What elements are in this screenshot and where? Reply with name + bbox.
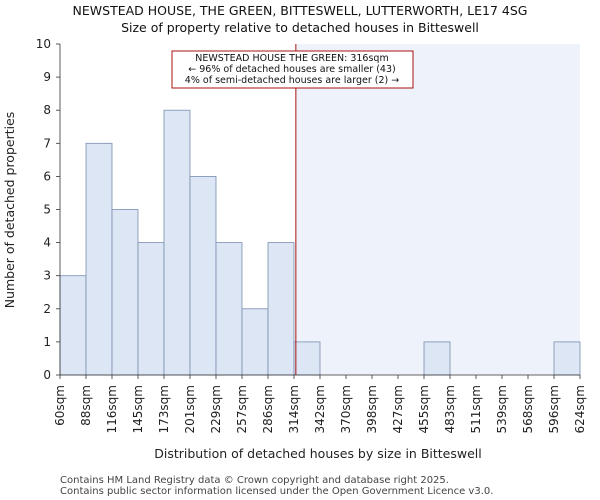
x-axis-label: Distribution of detached houses by size … bbox=[154, 446, 481, 461]
x-tick-label: 624sqm bbox=[573, 385, 587, 433]
x-tick-label: 88sqm bbox=[79, 385, 93, 426]
x-tick-label: 511sqm bbox=[469, 385, 483, 433]
footer-line-1: Contains HM Land Registry data © Crown c… bbox=[60, 475, 449, 486]
x-ticks: 60sqm 88sqm 116sqm 145sqm 173sqm 201sqm 229sqm… bbox=[53, 375, 587, 433]
bar bbox=[163, 109, 191, 376]
x-tick-label: 173sqm bbox=[157, 385, 171, 433]
y-axis-label: Number of detached properties bbox=[2, 112, 17, 309]
y-tick-label: 7 bbox=[43, 136, 51, 150]
shaded-region bbox=[295, 44, 580, 375]
x-tick-label: 286sqm bbox=[261, 385, 275, 433]
bar bbox=[241, 308, 269, 376]
x-tick-label: 145sqm bbox=[131, 385, 145, 433]
footer-line-2: Contains public sector information licen… bbox=[60, 486, 493, 497]
y-tick-label: 10 bbox=[36, 37, 51, 51]
x-tick-label: 539sqm bbox=[495, 385, 509, 433]
x-tick-label: 427sqm bbox=[391, 385, 405, 433]
bar bbox=[293, 341, 321, 376]
bar bbox=[553, 341, 581, 376]
y-tick-label: 6 bbox=[43, 169, 51, 183]
bar bbox=[423, 341, 451, 376]
y-tick-label: 9 bbox=[43, 70, 51, 84]
annotation-box: NEWSTEAD HOUSE THE GREEN: 316sqm ← 96% o… bbox=[171, 50, 414, 89]
annotation-line-1: NEWSTEAD HOUSE THE GREEN: 316sqm bbox=[195, 53, 388, 64]
bar bbox=[267, 242, 295, 376]
chart-subtitle: Size of property relative to detached ho… bbox=[121, 20, 479, 35]
bars-group bbox=[59, 109, 581, 376]
y-tick-label: 0 bbox=[43, 368, 51, 382]
x-tick-label: 229sqm bbox=[209, 385, 223, 433]
y-tick-label: 4 bbox=[43, 236, 51, 250]
annotation-frame bbox=[171, 50, 414, 89]
x-tick-label: 201sqm bbox=[183, 385, 197, 433]
bar bbox=[189, 175, 217, 376]
plot-area: 0 1 2 3 4 5 6 7 8 9 10 60sqm 88sqm 116sqm 145sqm 173sq… bbox=[36, 37, 587, 433]
y-ticks: 0 1 2 3 4 5 6 7 8 9 10 bbox=[36, 37, 60, 382]
x-tick-label: 60sqm bbox=[53, 385, 67, 426]
y-tick-label: 1 bbox=[43, 335, 51, 349]
chart-title: NEWSTEAD HOUSE, THE GREEN, BITTESWELL, L… bbox=[73, 3, 528, 18]
x-tick-label: 455sqm bbox=[417, 385, 431, 433]
y-tick-label: 3 bbox=[43, 269, 51, 283]
annotation-line-2: ← 96% of detached houses are smaller (43… bbox=[188, 64, 395, 75]
x-tick-label: 596sqm bbox=[547, 385, 561, 433]
y-tick-label: 8 bbox=[43, 103, 51, 117]
x-tick-label: 483sqm bbox=[443, 385, 457, 433]
x-tick-label: 314sqm bbox=[287, 385, 301, 433]
x-tick-label: 257sqm bbox=[235, 385, 249, 433]
x-tick-label: 116sqm bbox=[105, 385, 119, 433]
bar bbox=[85, 142, 113, 376]
bar bbox=[59, 275, 87, 376]
annotation-line-3: 4% of semi-detached houses are larger (2… bbox=[185, 75, 399, 86]
x-tick-label: 398sqm bbox=[365, 385, 379, 433]
x-tick-label: 342sqm bbox=[313, 385, 327, 433]
y-tick-label: 5 bbox=[43, 203, 51, 217]
x-tick-label: 370sqm bbox=[339, 385, 353, 433]
x-tick-label: 568sqm bbox=[521, 385, 535, 433]
bar bbox=[137, 242, 165, 376]
bar bbox=[111, 209, 139, 376]
y-tick-label: 2 bbox=[43, 302, 51, 316]
bar bbox=[215, 242, 243, 376]
